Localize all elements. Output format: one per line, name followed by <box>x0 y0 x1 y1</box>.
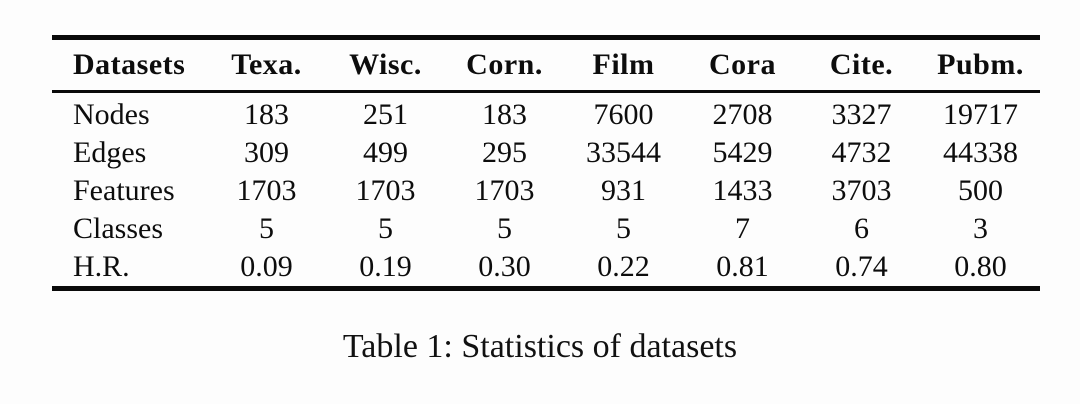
table-cell: 183 <box>244 98 289 131</box>
row-label-edges: Edges <box>73 136 147 169</box>
table-cell: 19717 <box>943 98 1018 131</box>
table-cell: 2708 <box>712 98 773 131</box>
column-header-cora: Cora <box>683 37 802 93</box>
table-cell: 7 <box>735 212 750 245</box>
column-header-citeseer: Cite. <box>802 37 921 93</box>
table-cell: 4732 <box>831 136 892 169</box>
table-cell: 1703 <box>236 174 297 207</box>
column-header-pubmed: Pubm. <box>921 37 1040 93</box>
column-header-datasets: Datasets <box>52 37 207 93</box>
table-cell: 309 <box>244 136 289 169</box>
table-caption: Table 1: Statistics of datasets <box>342 328 738 365</box>
table-cell: 251 <box>363 98 408 131</box>
table-cell: 1703 <box>355 174 416 207</box>
table-cell: 1433 <box>712 174 773 207</box>
table-cell: 0.30 <box>478 250 531 283</box>
table-cell: 3 <box>973 212 988 245</box>
column-header-cornell: Corn. <box>445 37 564 93</box>
table-cell: 3327 <box>831 98 892 131</box>
row-label-hr: H.R. <box>73 250 130 283</box>
table-header-row: Datasets Texa. Wisc. Corn. Film Cora Cit… <box>52 37 1040 93</box>
table-cell: 7600 <box>593 98 654 131</box>
table-row-classes: Classes 5 5 5 5 7 6 3 <box>52 210 1040 248</box>
table-cell: 5 <box>616 212 631 245</box>
dataset-statistics-table: Datasets Texa. Wisc. Corn. Film Cora Cit… <box>52 35 1040 291</box>
table-cell: 0.74 <box>835 250 888 283</box>
column-header-wisconsin: Wisc. <box>326 37 445 93</box>
table-cell: 5429 <box>712 136 773 169</box>
table-cell: 5 <box>259 212 274 245</box>
table-cell: 3703 <box>831 174 892 207</box>
table-cell: 499 <box>363 136 408 169</box>
table-cell: 5 <box>378 212 393 245</box>
table-cell: 0.19 <box>359 250 412 283</box>
table-row-edges: Edges 309 499 295 33544 5429 4732 44338 <box>52 134 1040 172</box>
table-cell: 33544 <box>586 136 661 169</box>
row-label-features: Features <box>73 174 175 207</box>
table-cell: 6 <box>854 212 869 245</box>
table-row-features: Features 1703 1703 1703 931 1433 3703 50… <box>52 172 1040 210</box>
column-header-texas: Texa. <box>207 37 326 93</box>
table-cell: 0.22 <box>597 250 650 283</box>
table-row-nodes: Nodes 183 251 183 7600 2708 3327 19717 <box>52 92 1040 135</box>
table-cell: 295 <box>482 136 527 169</box>
table-cell: 0.09 <box>240 250 293 283</box>
table-cell: 1703 <box>474 174 535 207</box>
table-cell: 0.81 <box>716 250 769 283</box>
table-cell: 183 <box>482 98 527 131</box>
row-label-classes: Classes <box>73 212 163 245</box>
table-cell: 44338 <box>943 136 1018 169</box>
table-cell: 5 <box>497 212 512 245</box>
row-label-nodes: Nodes <box>73 98 150 131</box>
table-cell: 931 <box>601 174 646 207</box>
table-row-hr: H.R. 0.09 0.19 0.30 0.22 0.81 0.74 0.80 <box>52 248 1040 289</box>
column-header-film: Film <box>564 37 683 93</box>
table-cell: 500 <box>958 174 1003 207</box>
table-cell: 0.80 <box>954 250 1007 283</box>
